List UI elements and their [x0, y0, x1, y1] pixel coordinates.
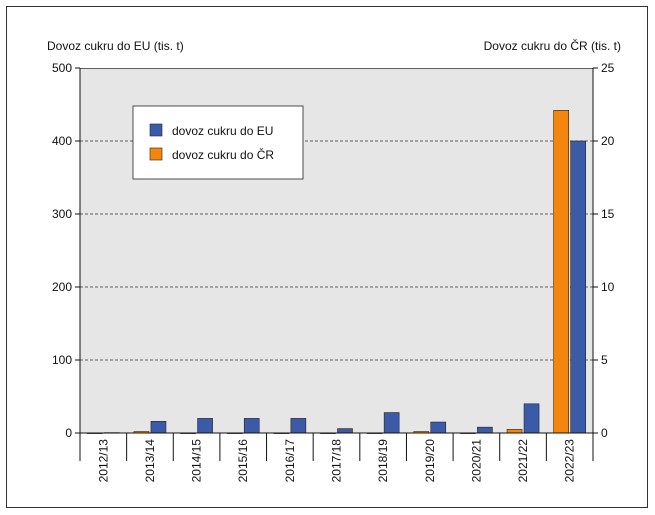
x-tick-label: 2018/19: [376, 439, 390, 483]
x-tick-label: 2017/18: [330, 439, 344, 483]
bar-cr: [506, 429, 523, 434]
left-tick-label: 400: [52, 134, 72, 148]
legend-swatch: [149, 147, 163, 161]
x-tick-label: 2012/13: [96, 439, 110, 483]
legend-label: dovoz cukru do EU: [172, 124, 273, 138]
bar-eu: [430, 421, 447, 434]
bar-eu: [197, 418, 213, 434]
bar-cr: [553, 110, 569, 434]
chart-frame: Dovoz cukru do EU (tis. t) Dovoz cukru d…: [6, 6, 648, 508]
left-axis-label: Dovoz cukru do EU (tis. t): [47, 39, 184, 53]
bar-eu: [243, 418, 260, 434]
x-tick-label: 2019/20: [423, 439, 437, 483]
right-axis-label: Dovoz cukru do ČR (tis. t): [483, 39, 621, 53]
x-tick-label: 2015/16: [236, 439, 250, 483]
bar-eu: [523, 403, 540, 434]
x-tick-label: 2014/15: [190, 439, 204, 483]
left-tick-label: 500: [52, 61, 72, 75]
left-tick-label: 100: [52, 353, 72, 367]
right-tick-label: 5: [601, 353, 608, 367]
bar-eu: [570, 140, 586, 434]
bar-eu: [477, 426, 493, 434]
right-tick-label: 10: [601, 280, 615, 294]
x-tick-label: 2021/22: [516, 439, 530, 483]
left-tick-label: 0: [65, 426, 72, 440]
x-tick-label: 2020/21: [469, 439, 483, 483]
bar-eu: [150, 421, 167, 434]
legend-label: dovoz cukru do ČR: [172, 147, 274, 162]
x-tick-label: 2022/23: [563, 439, 577, 483]
left-tick-label: 300: [52, 207, 72, 221]
x-tick-label: 2013/14: [143, 439, 157, 483]
legend-swatch: [149, 123, 163, 137]
bar-eu: [383, 412, 400, 434]
right-tick-label: 20: [601, 134, 615, 148]
x-tick-label: 2016/17: [283, 439, 297, 483]
bar-eu: [337, 428, 353, 434]
bar-chart: 0 100 200 300 400 500 0 5 10 15 20 25 2012/13 2013/14…: [52, 61, 615, 483]
left-tick-label: 200: [52, 280, 72, 294]
right-tick-label: 15: [601, 207, 615, 221]
right-tick-label: 0: [601, 426, 608, 440]
right-tick-label: 25: [601, 61, 615, 75]
bar-eu: [290, 418, 307, 434]
legend-box: [132, 105, 304, 180]
